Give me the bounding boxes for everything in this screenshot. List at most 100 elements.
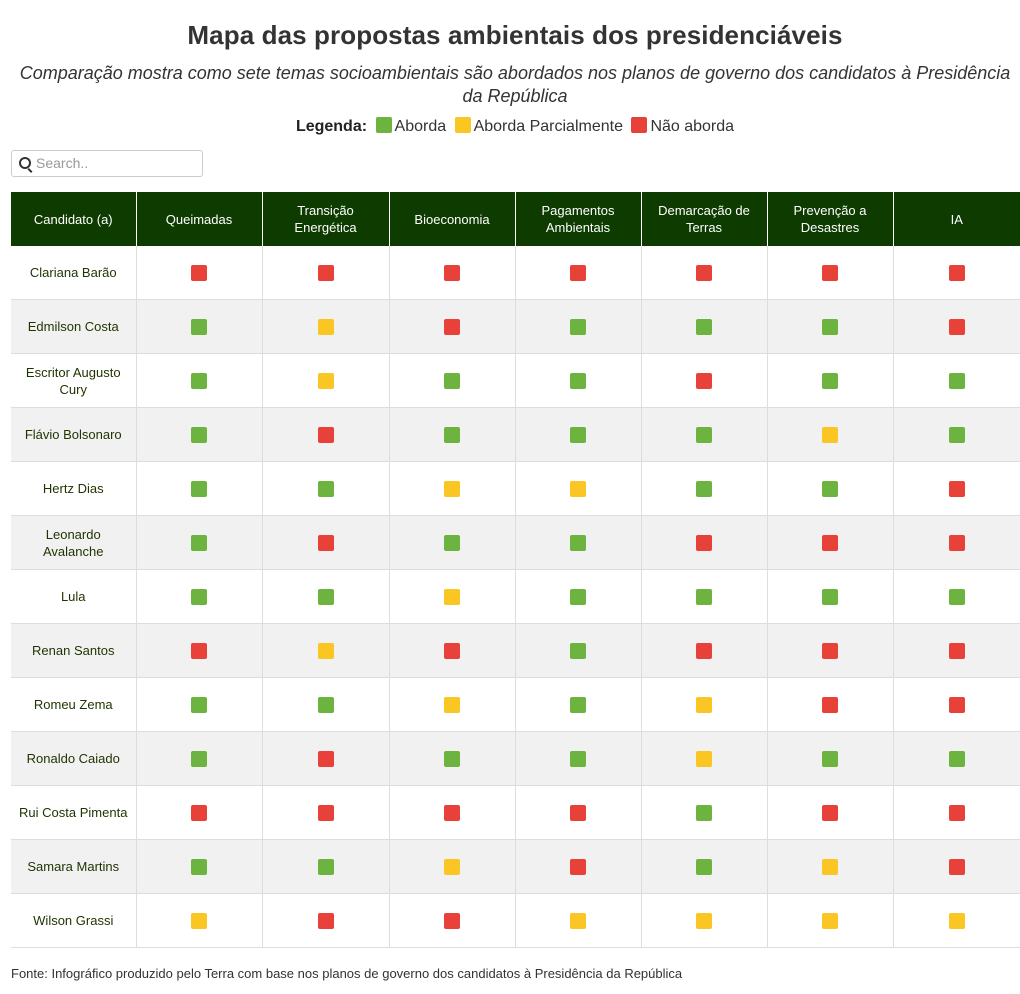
status-square-nao-aborda-icon — [317, 751, 334, 768]
legend-item-aborda-parcialmente: Aborda Parcialmente — [473, 118, 623, 135]
status-square-aborda-icon — [822, 751, 838, 768]
status-cell — [135, 839, 262, 894]
table-body: Clariana Barão Edmilson Costa Escritor Aug… — [11, 246, 1020, 948]
status-cell — [261, 353, 389, 408]
status-square-nao-aborda-icon — [444, 643, 460, 660]
status-cell — [766, 785, 893, 840]
status-square-nao-aborda-icon — [317, 913, 334, 930]
status-cell — [640, 407, 767, 462]
table-row: Clariana Barão — [11, 246, 1020, 300]
status-cell — [640, 353, 767, 408]
status-square-aborda-icon — [696, 427, 712, 444]
status-cell — [261, 623, 389, 678]
status-square-aborda-parcialmente-icon — [317, 319, 334, 336]
status-cell — [514, 839, 641, 894]
status-square-aborda-icon — [317, 859, 334, 876]
status-cell — [135, 461, 262, 516]
status-square-aborda-parcialmente-icon — [444, 859, 460, 876]
status-cell — [766, 461, 893, 516]
status-square-nao-aborda-icon — [444, 265, 460, 282]
status-square-nao-aborda-icon — [570, 805, 586, 822]
column-header-demarcacao-de-terras[interactable]: Demarcação de Terras — [640, 192, 767, 246]
status-cell — [766, 677, 893, 732]
status-square-nao-aborda-icon — [948, 805, 965, 822]
column-header-bioeconomia[interactable]: Bioeconomia — [388, 192, 515, 246]
status-square-aborda-icon — [696, 481, 712, 498]
status-square-aborda-icon — [822, 589, 838, 606]
status-cell — [766, 893, 893, 948]
status-cell — [261, 677, 389, 732]
candidate-name-cell: Ronaldo Caiado — [11, 731, 136, 786]
status-square-aborda-icon — [570, 319, 586, 336]
status-cell — [388, 623, 515, 678]
status-cell — [388, 785, 515, 840]
column-header-candidato[interactable]: Candidato (a) — [11, 192, 136, 246]
column-header-ia[interactable]: IA — [892, 192, 1020, 246]
status-cell — [261, 461, 389, 516]
status-square-aborda-parcialmente-icon — [317, 643, 334, 660]
table-row: Flávio Bolsonaro — [11, 407, 1020, 462]
status-cell — [514, 785, 641, 840]
status-cell — [514, 893, 641, 948]
status-cell — [766, 353, 893, 408]
status-cell — [135, 246, 262, 300]
status-cell — [892, 515, 1020, 570]
status-square-nao-aborda-icon — [317, 265, 334, 282]
status-cell — [135, 515, 262, 570]
status-square-nao-aborda-icon — [948, 859, 965, 876]
column-header-transicao-energetica[interactable]: Transição Energética — [261, 192, 389, 246]
status-cell — [766, 299, 893, 354]
status-square-aborda-icon — [444, 373, 460, 390]
status-square-nao-aborda-icon — [948, 535, 965, 552]
status-square-nao-aborda-icon — [444, 319, 460, 336]
status-cell — [892, 407, 1020, 462]
status-square-nao-aborda-icon — [822, 535, 838, 552]
status-square-nao-aborda-icon — [444, 805, 460, 822]
status-square-nao-aborda-icon — [696, 265, 712, 282]
status-cell — [640, 893, 767, 948]
status-square-aborda-icon — [948, 589, 965, 606]
status-cell — [892, 246, 1020, 300]
status-square-aborda-icon — [444, 427, 460, 444]
status-cell — [514, 407, 641, 462]
candidate-name-cell: Wilson Grassi — [11, 893, 136, 948]
status-cell — [135, 893, 262, 948]
status-cell — [766, 623, 893, 678]
search-input[interactable] — [36, 153, 196, 173]
status-cell — [892, 677, 1020, 732]
status-square-aborda-parcialmente-icon — [444, 589, 460, 606]
status-square-aborda-icon — [570, 697, 586, 714]
status-cell — [135, 677, 262, 732]
status-square-nao-aborda-icon — [191, 643, 207, 660]
status-square-nao-aborda-icon — [570, 265, 586, 282]
status-cell — [892, 731, 1020, 786]
candidate-name-cell: Hertz Dias — [11, 461, 136, 516]
column-header-queimadas[interactable]: Queimadas — [135, 192, 262, 246]
status-cell — [388, 353, 515, 408]
status-square-nao-aborda-icon — [948, 643, 965, 660]
column-header-pagamentos-ambientais[interactable]: Pagamentos Ambientais — [514, 192, 641, 246]
status-cell — [892, 785, 1020, 840]
status-square-nao-aborda-icon — [948, 697, 965, 714]
status-cell — [892, 893, 1020, 948]
candidate-name-cell: Clariana Barão — [11, 246, 136, 300]
status-cell — [640, 461, 767, 516]
status-cell — [640, 299, 767, 354]
status-square-nao-aborda-icon — [948, 265, 965, 282]
search-box[interactable] — [11, 150, 203, 177]
column-header-prevencao-a-desastres[interactable]: Prevenção a Desastres — [766, 192, 893, 246]
status-square-aborda-icon — [191, 535, 207, 552]
status-cell — [388, 677, 515, 732]
status-cell — [261, 731, 389, 786]
status-cell — [766, 839, 893, 894]
status-square-aborda-parcialmente-icon — [570, 913, 586, 930]
candidate-name-cell: Edmilson Costa — [11, 299, 136, 354]
status-cell — [766, 246, 893, 300]
legend-label: Legenda: — [295, 118, 368, 135]
status-square-nao-aborda-icon — [822, 805, 838, 822]
status-square-nao-aborda-icon — [822, 265, 838, 282]
status-square-aborda-icon — [570, 373, 586, 390]
status-cell — [388, 246, 515, 300]
status-square-nao-aborda-icon — [696, 535, 712, 552]
status-square-nao-aborda-icon — [570, 859, 586, 876]
